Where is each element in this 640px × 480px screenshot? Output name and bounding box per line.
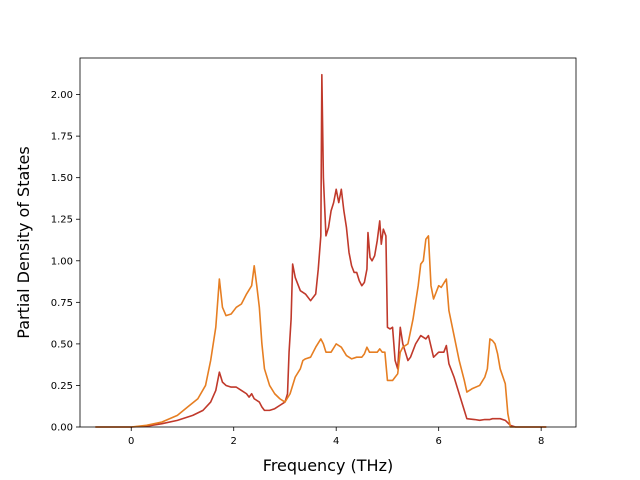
x-tick-label: 2 <box>231 436 237 447</box>
y-tick-label: 1.75 <box>51 132 73 143</box>
series-line-1 <box>95 73 547 428</box>
x-axis-ticks: 0 2 4 6 8 <box>128 427 544 447</box>
y-axis-label: Partial Density of States <box>14 146 33 338</box>
x-tick-label: 4 <box>333 436 339 447</box>
y-tick-label: 0.25 <box>51 381 73 392</box>
series-group <box>95 73 547 428</box>
y-tick-label: 1.25 <box>51 215 73 226</box>
x-tick-label: 8 <box>538 436 544 447</box>
y-tick-label: 1.50 <box>51 173 73 184</box>
y-tick-label: 0.75 <box>51 298 73 309</box>
axes-frame <box>79 57 577 428</box>
y-axis-ticks: 0.00 0.25 0.50 0.75 1.00 1.25 1.50 1.75 2.00 <box>51 90 80 434</box>
y-tick-label: 0.00 <box>51 423 73 434</box>
series-line-2 <box>95 235 547 428</box>
x-tick-label: 6 <box>435 436 441 447</box>
x-axis-label: Frequency (THz) <box>263 456 393 475</box>
x-tick-label: 0 <box>128 436 134 447</box>
y-tick-label: 2.00 <box>51 90 73 101</box>
y-tick-label: 1.00 <box>51 256 73 267</box>
y-tick-label: 0.50 <box>51 339 73 350</box>
